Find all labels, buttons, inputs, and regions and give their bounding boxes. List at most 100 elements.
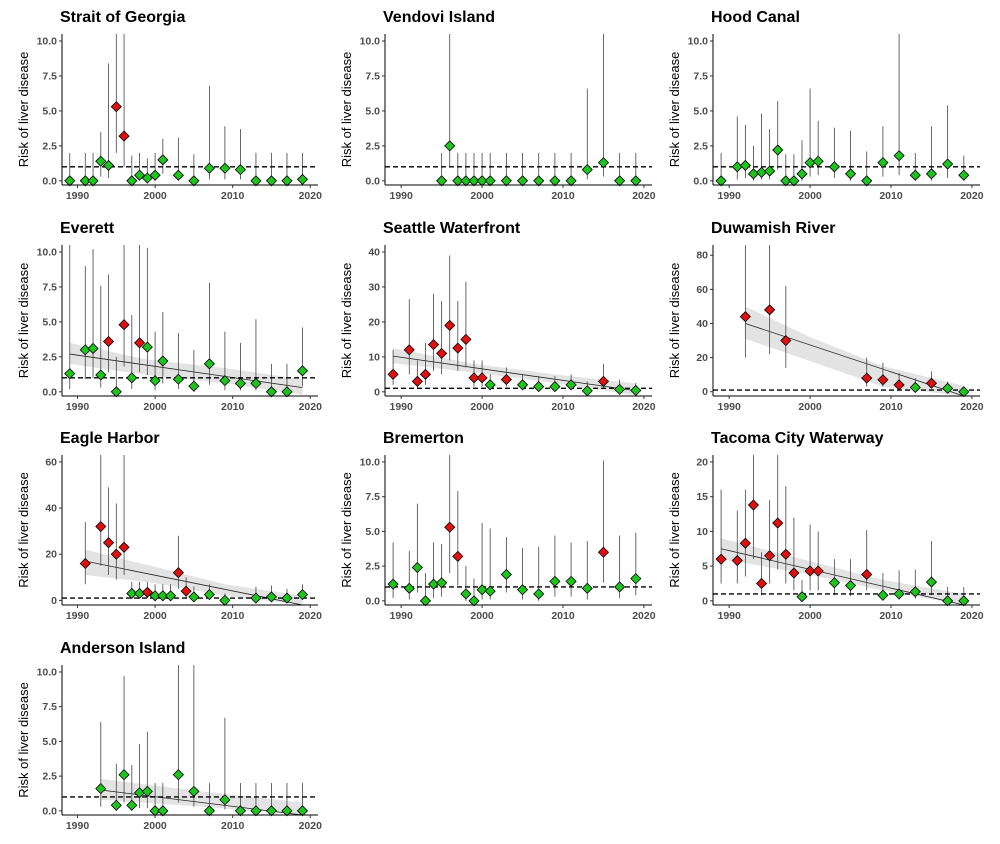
data-point [484, 175, 496, 187]
data-point [188, 591, 200, 603]
data-point [157, 154, 169, 166]
data-point [796, 591, 808, 603]
data-point [64, 368, 76, 380]
data-point [877, 589, 889, 601]
data-point [764, 304, 776, 316]
data-point [118, 319, 130, 331]
y-tick-label: 2.5 [693, 140, 708, 152]
data-point [265, 591, 278, 603]
data-point [250, 175, 262, 187]
x-tick-label: 1990 [718, 401, 742, 413]
y-tick-label: 5.0 [693, 105, 708, 117]
data-point [149, 375, 161, 387]
data-point [925, 168, 938, 180]
data-point [110, 386, 122, 398]
data-point [126, 587, 138, 600]
data-point [110, 101, 122, 113]
x-tick-label: 2020 [960, 190, 984, 202]
x-tick-label: 2010 [551, 190, 575, 202]
y-axis-label: Risk of liver disease [667, 472, 682, 588]
chart-panel-4: Everett Risk of liver disease 0.0 2.5 5.0 7.5… [16, 220, 322, 413]
data-point [844, 168, 857, 180]
x-tick-label: 2010 [221, 610, 245, 622]
y-tick-label: 10.0 [688, 35, 709, 47]
data-point [165, 590, 177, 602]
data-point [219, 375, 231, 387]
data-point [64, 175, 76, 187]
data-point [387, 578, 399, 590]
data-point [219, 594, 231, 606]
panel-title: Anderson Island [60, 640, 185, 657]
data-point [909, 169, 921, 181]
x-tick-label: 2020 [299, 401, 323, 413]
data-point [219, 162, 231, 174]
data-point [549, 575, 561, 587]
data-point [281, 175, 293, 187]
y-tick-label: 7.5 [693, 70, 708, 82]
data-point [110, 799, 122, 811]
y-tick-label: 2.5 [365, 561, 380, 573]
y-tick-label: 60 [45, 456, 57, 468]
x-tick-label: 1990 [66, 610, 90, 622]
data-point [630, 175, 642, 187]
chart-panel-2: Vendovi Island Risk of liver disease 0.0 2.… [339, 9, 656, 202]
panel-title: Bremerton [383, 430, 464, 447]
y-tick-label: 20 [696, 352, 708, 364]
data-point [861, 568, 873, 581]
confidence-band [745, 306, 964, 396]
x-tick-label: 2000 [143, 401, 167, 413]
data-point [102, 537, 115, 549]
data-point [468, 372, 480, 384]
data-point [958, 386, 970, 398]
data-point [460, 333, 472, 345]
panel-title: Eagle Harbor [60, 430, 160, 447]
data-point [812, 565, 824, 577]
y-tick-label: 30 [368, 281, 380, 293]
data-point [444, 140, 456, 152]
y-tick-label: 5.0 [42, 105, 57, 117]
data-point [281, 805, 293, 817]
data-point [126, 799, 138, 811]
data-point [844, 579, 857, 592]
data-point [958, 595, 970, 607]
y-tick-label: 7.5 [42, 281, 57, 293]
data-point [126, 372, 138, 384]
data-point [549, 175, 561, 187]
x-tick-label: 1990 [718, 190, 742, 202]
data-point [87, 175, 99, 187]
data-point [436, 347, 448, 359]
data-point [942, 595, 954, 607]
x-tick-label: 2010 [551, 610, 575, 622]
data-point [780, 334, 792, 347]
data-point [172, 769, 184, 781]
chart-panel-8: Bremerton Risk of liver disease 0.0 2.5 5.0 7… [339, 430, 656, 622]
data-point [877, 374, 889, 386]
y-axis-label: Risk of liver disease [339, 472, 354, 588]
data-point [731, 161, 743, 173]
y-tick-label: 20 [696, 456, 708, 468]
x-tick-label: 2010 [879, 610, 903, 622]
data-point [484, 585, 496, 597]
y-tick-label: 0.0 [42, 805, 57, 817]
y-tick-label: 5.0 [42, 736, 57, 748]
data-point [188, 380, 200, 392]
data-point [597, 375, 610, 387]
data-point [411, 375, 423, 387]
data-point [614, 581, 626, 593]
y-tick-label: 60 [696, 284, 708, 296]
data-point [630, 573, 642, 585]
data-point [95, 155, 107, 167]
y-tick-label: 40 [368, 246, 380, 258]
data-point [597, 157, 610, 169]
x-tick-label: 2000 [798, 610, 822, 622]
data-point [203, 162, 215, 174]
x-tick-label: 2020 [299, 820, 323, 832]
y-tick-label: 2.5 [42, 771, 57, 783]
y-tick-label: 10.0 [360, 35, 381, 47]
data-point [141, 341, 153, 353]
data-point [452, 550, 464, 562]
y-tick-label: 2.5 [42, 140, 57, 152]
data-point [468, 175, 480, 187]
data-point [772, 144, 784, 156]
y-tick-label: 2.5 [365, 140, 380, 152]
